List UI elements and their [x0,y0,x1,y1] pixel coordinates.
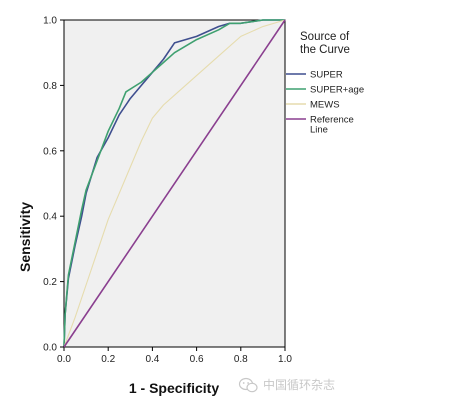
watermark: 中国循环杂志 [238,377,335,393]
y-tick-label: 1.0 [43,16,57,27]
legend-label-mews: MEWS [310,100,340,111]
x-tick-label: 1.0 [278,354,292,365]
legend-label-super-age: SUPER+age [310,85,364,96]
legend-label-reference-line-line-2: Line [310,125,328,136]
y-axis-title: Sensitivity [17,202,33,272]
legend: Source of the Curve SUPER SUPER+age MEWS Re… [286,31,364,136]
legend-title-line-2: the Curve [300,44,350,56]
y-tick-label: 0.4 [43,212,57,223]
x-tick-label: 0.0 [57,354,71,365]
x-tick-label: 0.8 [234,354,248,365]
watermark-text: 中国循环杂志 [263,377,335,392]
legend-title-line-1: Source of [300,31,350,43]
y-tick-label: 0.6 [43,146,57,157]
axes: 0.0 0.2 0.4 0.6 0.8 1.0 0.0 0.2 0.4 0.6 0.8 1.0 [43,16,292,366]
x-tick-label: 0.6 [190,354,204,365]
legend-label-reference-line: Reference [310,115,354,126]
series-line-reference-line [63,19,286,348]
y-tick-label: 0.8 [43,81,57,92]
series-line-mews [63,19,286,348]
x-tick-label: 0.2 [101,354,115,365]
wechat-icon [238,377,258,393]
y-tick-label: 0.2 [43,277,57,288]
x-tick-label: 0.4 [145,354,159,365]
series-lines [63,19,286,348]
legend-label-super: SUPER [310,70,343,81]
x-axis-title: 1 - Specificity [129,380,219,396]
y-tick-label: 0.0 [43,343,57,354]
series-line-super-age [63,19,285,348]
